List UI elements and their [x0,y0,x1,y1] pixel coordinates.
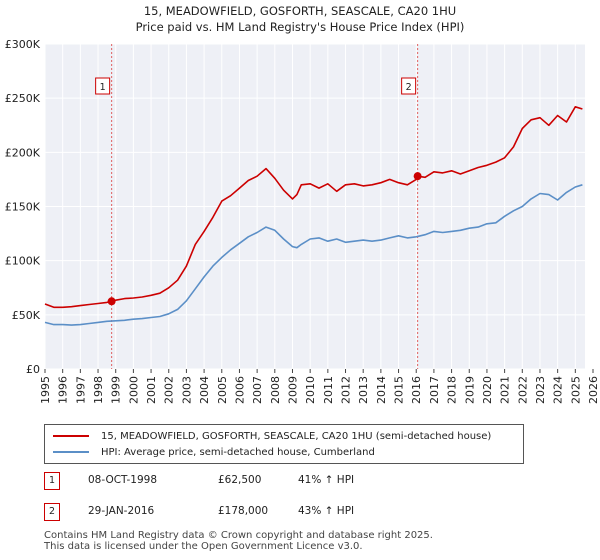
x-tick-label: 2007 [251,376,264,404]
x-tick-label: 2002 [163,376,176,404]
series-lines [44,106,583,326]
x-tick-label: 2019 [463,376,476,404]
x-tick-label: 2010 [304,376,317,404]
x-tick-label: 2017 [428,376,441,404]
y-axis: £0 £50K £100K £150K £200K £250K £300K [5,38,41,376]
x-tick-label: 2004 [198,376,211,404]
x-tick-label: 2023 [534,376,547,404]
y-tick-label: £50K [12,309,41,322]
sale-points [107,172,422,306]
sale-price: £62,500 [218,474,262,486]
x-tick-label: 1996 [57,376,70,404]
x-tick-label: 2018 [446,376,459,404]
series-line [44,106,583,309]
sale-price: £178,000 [218,505,269,517]
legend-item-property: 15, MEADOWFIELD, GOSFORTH, SEASCALE, CA2… [53,428,491,444]
x-tick-label: 1999 [110,376,123,404]
x-tick-label: 2003 [180,376,193,404]
x-tick-label: 1998 [92,376,105,404]
y-tick-label: £100K [5,255,41,268]
x-tick-label: 1997 [74,376,87,404]
series-line [44,184,583,326]
x-tick-label: 2005 [216,376,229,404]
x-tick-label: 2008 [269,376,282,404]
legend: 15, MEADOWFIELD, GOSFORTH, SEASCALE, CA2… [44,424,524,464]
sale-badge-box [401,77,417,95]
x-tick-label: 2015 [393,376,406,404]
x-tick-label: 2009 [286,376,299,404]
sale-badge-label: 1 [100,82,106,93]
sale-badge: 2 [44,503,60,521]
y-tick-label: £200K [5,146,41,159]
x-tick-label: 2013 [357,376,370,404]
sale-hpi-change: 41% ↑ HPI [298,474,355,486]
x-tick-label: 2025 [569,376,582,404]
sale-badge-box [95,77,111,95]
sale-badge: 1 [44,472,60,490]
y-tick-label: £150K [5,201,41,214]
chart-title: 15, MEADOWFIELD, GOSFORTH, SEASCALE, CA2… [144,4,456,18]
x-tick-label: 2022 [516,376,529,404]
x-axis: 1995 1996 1997 1998 1999 2000 2001 2002 2003 2004… [39,369,600,404]
footer-line-1: Contains HM Land Registry data © Crown c… [44,530,433,541]
price-chart: 15, MEADOWFIELD, GOSFORTH, SEASCALE, CA2… [5,4,600,404]
y-tick-label: £0 [26,363,40,376]
x-tick-label: 2016 [410,376,423,404]
legend-label-property: 15, MEADOWFIELD, GOSFORTH, SEASCALE, CA2… [101,430,492,442]
x-tick-label: 2012 [340,376,353,404]
legend-label-hpi: HPI: Average price, semi-detached house,… [101,446,375,458]
sale-date: 08-OCT-1998 [88,474,157,486]
legend-swatch-property [53,435,89,437]
x-tick-label: 2021 [499,376,512,404]
sale-badge-label: 2 [406,82,412,93]
x-tick-label: 1995 [39,376,52,404]
x-tick-label: 2006 [233,376,246,404]
x-tick-label: 2026 [587,376,600,404]
sale-date: 29-JAN-2016 [88,505,155,517]
x-tick-label: 2000 [127,376,140,404]
x-tick-label: 2024 [552,376,565,404]
x-tick-label: 2001 [145,376,158,404]
y-tick-label: £250K [5,92,41,105]
sale-hpi-change: 43% ↑ HPI [298,505,355,517]
x-tick-label: 2014 [375,376,388,404]
x-tick-label: 2011 [322,376,335,404]
sale-point [107,297,116,306]
footer-line-2: This data is licensed under the Open Gov… [44,541,363,552]
legend-swatch-hpi [53,451,89,453]
legend-item-hpi: HPI: Average price, semi-detached house,… [53,444,375,460]
sale-point [413,172,422,181]
chart-subtitle: Price paid vs. HM Land Registry's House … [136,20,465,34]
x-tick-label: 2020 [481,376,494,404]
y-tick-label: £300K [5,38,41,51]
footer: Contains HM Land Registry data © Crown c… [44,530,433,552]
